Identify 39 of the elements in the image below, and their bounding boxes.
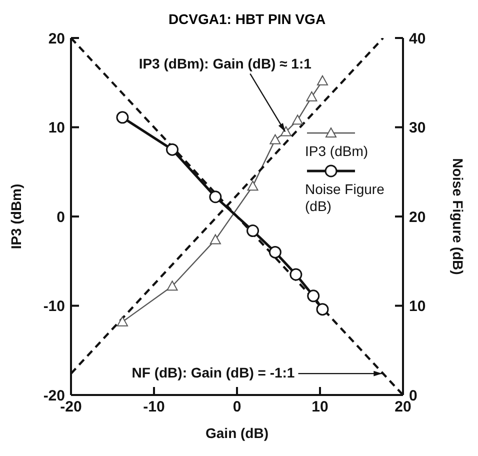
x-tick-label: 0 (232, 398, 242, 416)
legend-label: IP3 (dBm) (305, 143, 370, 160)
point (116, 316, 128, 326)
y2-axis-title: Noise Figure (dB) (450, 158, 466, 275)
x-axis-title: Gain (dB) (206, 425, 268, 441)
point (316, 75, 328, 86)
legend-label: Noise Figure (dB) (305, 181, 385, 215)
point (210, 234, 221, 244)
x-tick-label: -10 (143, 398, 165, 416)
point (290, 268, 302, 281)
chart-title: DCVGA1: HBT PIN VGA (167, 10, 327, 29)
point (247, 180, 258, 191)
y-tick-label: 10 (48, 120, 65, 137)
y2-tick-label: 30 (409, 120, 426, 137)
point (166, 280, 178, 291)
x-tick-label: 10 (312, 398, 328, 416)
y-tick-label: 20 (48, 30, 65, 48)
y-tick-label: 0 (56, 208, 65, 226)
point (268, 246, 282, 258)
x-tick-label: 20 (394, 398, 412, 416)
point (209, 190, 222, 204)
point (246, 224, 260, 238)
point (270, 134, 281, 144)
point (316, 303, 329, 316)
y-tick-label: -20 (43, 387, 65, 404)
y2-tick-label: 0 (409, 387, 418, 404)
y2-tick-label: 10 (409, 298, 426, 316)
y2-tick-label: 40 (409, 30, 426, 48)
point (280, 126, 292, 136)
point (166, 143, 179, 156)
annotation: NF (dB): Gain (dB) = -1:1 (132, 364, 295, 380)
y-tick-label: -10 (43, 298, 65, 316)
point (307, 290, 320, 302)
annotation: IP3 (dBm): Gain (dB) ≈ 1:1 (138, 55, 312, 72)
y-axis-title: IP3 (dBm) (8, 184, 24, 250)
point (292, 114, 304, 125)
y2-tick-label: 20 (409, 208, 426, 226)
point (116, 111, 129, 124)
point (306, 91, 318, 102)
